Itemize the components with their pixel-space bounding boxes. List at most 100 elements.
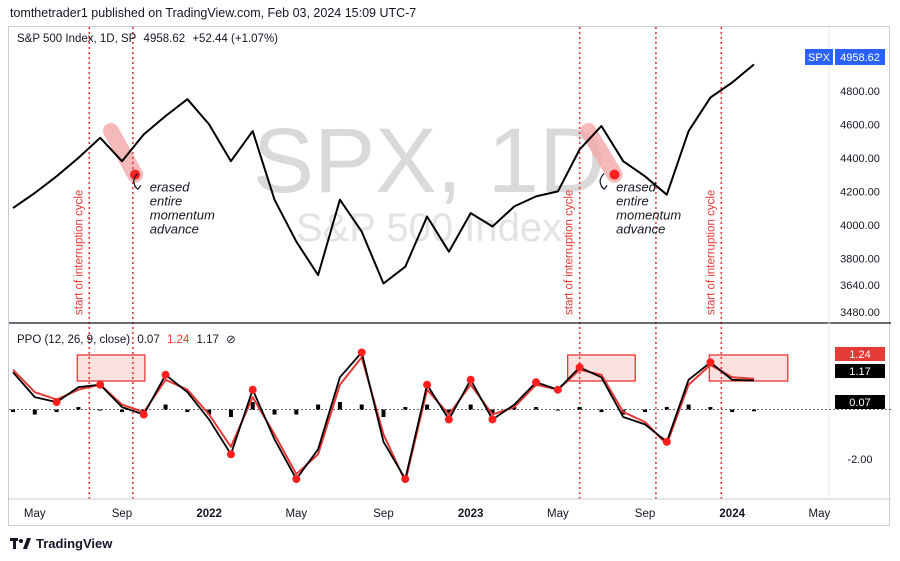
ppo-histogram-bar [555, 409, 560, 411]
ppo-histogram-bar [359, 404, 364, 410]
ppo-turn-dot [662, 437, 671, 446]
time-tick-label: Sep [373, 508, 393, 520]
ppo-histogram-bar [11, 409, 15, 413]
ppo-highlight-box [708, 354, 789, 382]
decline-highlight [103, 123, 144, 183]
ppo-histogram-bar [643, 409, 648, 413]
price-tick-label: 4200.00 [840, 186, 880, 198]
decline-end-dot [609, 169, 620, 180]
note-word: erased [616, 179, 657, 194]
ppo-turn-dot [139, 410, 148, 419]
ppo-histogram-bar [664, 407, 669, 410]
ppo-histogram-bar [185, 409, 190, 413]
time-tick-label: May [285, 508, 307, 520]
ppo-legend-signal: 1.24 [166, 334, 190, 346]
time-tick-label: Sep [635, 508, 655, 520]
ppo-histogram-bar [381, 409, 386, 418]
ppo-tick-label: -2.00 [847, 454, 872, 466]
ppo-turn-dot [553, 385, 562, 394]
cycle-label: start of interruption cycle [564, 190, 576, 315]
ppo-histogram-bar [752, 409, 756, 412]
note-word: advance [150, 221, 199, 236]
ppo-histogram-bar [577, 407, 582, 410]
axis-layer: 3480.00 3640.00 3800.00 4000.00 4200.00 4400.… [24, 52, 880, 520]
price-layer [12, 63, 755, 285]
ppo-turn-dot [248, 385, 257, 394]
ppo-turn-dot [52, 398, 61, 407]
ppo-legend: PPO (12, 26, 9, close) 0.07 1.24 1.17 ⊘ [17, 332, 240, 346]
ppo-histogram-bar [337, 402, 342, 410]
publisher-caption: tomthetrader1 published on TradingView.c… [10, 6, 417, 20]
price-badge-value-bg [835, 49, 885, 65]
ppo-turn-dot [226, 450, 235, 459]
price-badge-symbol: SPX [808, 52, 831, 64]
ppo-histogram-bar [403, 407, 408, 410]
chart-frame: SPX, 1D S&P 500 Index 3480.00 3640.00 3800… [8, 26, 891, 527]
grid-layer [9, 27, 891, 500]
ppo-histogram-bar [207, 409, 212, 415]
time-tick-label: May [547, 508, 569, 520]
ppo-hide-icon[interactable]: ⊘ [226, 334, 236, 346]
brand-label: TradingView [36, 536, 113, 551]
tradingview-brand: TradingView [10, 536, 112, 551]
ppo-histogram-bar [250, 402, 255, 410]
watermark-sub: S&P 500 Index [296, 206, 562, 250]
ppo-legend-ppo: 1.17 [196, 334, 219, 346]
note-word: advance [616, 221, 665, 236]
ppo-histogram-bar [294, 409, 299, 415]
cycle-markers [88, 27, 723, 499]
ppo-turn-dot [532, 378, 541, 387]
price-legend-symbol: S&P 500 Index, 1D, SP [17, 33, 137, 45]
cycle-label: start of interruption cycle [705, 190, 717, 315]
ppo-histogram-bar [490, 409, 495, 415]
ppo-badge-signal-bg [835, 347, 885, 361]
chart-canvas[interactable]: SPX, 1D S&P 500 Index 3480.00 3640.00 3800… [9, 27, 891, 527]
ppo-histogram-bar [708, 407, 713, 410]
ppo-turn-dot [357, 348, 366, 357]
ppo-turn-dot [96, 380, 105, 389]
price-tick-label: 3640.00 [840, 280, 880, 292]
tradingview-logo-icon [10, 537, 31, 549]
ppo-layer [9, 348, 891, 484]
ppo-turn-dot [706, 358, 715, 367]
ppo-histogram-bar [686, 404, 691, 410]
note-word: entire [150, 193, 183, 208]
ppo-turn-dot [488, 415, 497, 424]
price-tick-label: 3800.00 [840, 253, 880, 265]
ppo-badge-signal: 1.24 [849, 349, 870, 361]
time-tick-label: 2024 [719, 508, 745, 520]
note-arrow-icon [599, 172, 608, 190]
time-tick-label: 2022 [196, 508, 222, 520]
ppo-histogram-bar [446, 409, 451, 415]
ppo-turn-dot [444, 415, 453, 424]
ppo-histogram-bar [119, 409, 124, 413]
ppo-turn-dot [466, 375, 475, 384]
ppo-histogram-bar [272, 409, 277, 415]
ppo-turn-dot [292, 475, 301, 484]
watermark-big: SPX, 1D [253, 110, 606, 212]
price-legend-last: 4958.62 [143, 33, 186, 45]
price-tick-label: 4000.00 [840, 220, 880, 232]
ppo-histogram-bar [76, 407, 81, 410]
ppo-histogram-bar [54, 409, 59, 413]
ppo-histogram-bar [512, 407, 517, 410]
note-word: momentum [616, 207, 681, 222]
ppo-turn-dot [161, 370, 170, 379]
note-word: erased [150, 179, 191, 194]
ppo-histogram-bar [425, 404, 430, 410]
ppo-turn-dot [401, 475, 410, 484]
price-legend-change: +52.44 (+1.07%) [192, 33, 278, 45]
ppo-badge-hist: 0.07 [849, 397, 870, 409]
time-tick-label: May [24, 508, 46, 520]
decline-highlight [580, 123, 623, 183]
note-arrow-icon [133, 172, 142, 190]
ppo-legend-hist: 0.07 [137, 334, 160, 346]
price-badge-value: 4958.62 [840, 52, 880, 64]
ppo-histogram-bar [730, 409, 735, 413]
ppo-highlight-box [76, 354, 146, 382]
price-tick-label: 4800.00 [840, 86, 880, 98]
ppo-histogram-bar [32, 409, 37, 415]
price-tick-label: 4400.00 [840, 153, 880, 165]
ppo-histogram-bar [163, 404, 168, 410]
spx-price-line [12, 63, 755, 285]
